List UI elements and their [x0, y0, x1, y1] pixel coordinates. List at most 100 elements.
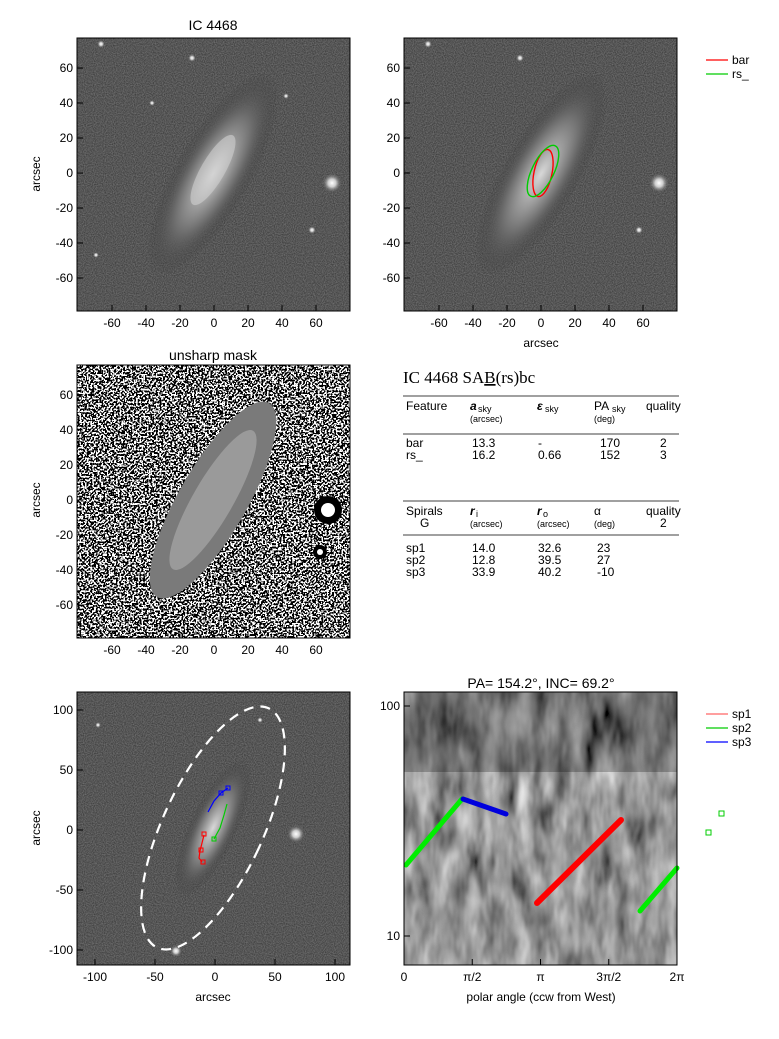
y-tick-label: 20 [60, 458, 74, 472]
panel2-image [404, 38, 677, 311]
x-tick-label: 60 [309, 316, 323, 330]
spiral-ri: 12.8 [472, 553, 496, 567]
spiral-ri: 33.9 [472, 565, 496, 579]
y-tick-label: 0 [66, 493, 73, 507]
spiral-alpha: 23 [597, 541, 611, 555]
x-tick-label: 40 [602, 316, 616, 330]
outer-fit-ellipse [140, 705, 286, 951]
panel2-xticks: -60 -40 -20 0 20 40 60 [430, 305, 650, 330]
table-heading-tail: (rs)bc [496, 368, 536, 387]
feature-name: bar [406, 436, 423, 450]
y-tick-label: -40 [56, 236, 74, 250]
x-tick-label: 40 [275, 643, 289, 657]
x-tick-label: 0 [211, 643, 218, 657]
y-tick-label: 100 [53, 703, 73, 717]
th-spirals: Spirals [406, 504, 443, 518]
y-tick-label: 0 [66, 166, 73, 180]
y-tick-label: -50 [56, 883, 74, 897]
panel1-ylabel: arcsec [29, 156, 43, 191]
y-tick-label: -100 [49, 943, 73, 957]
x-tick-label: -50 [146, 970, 164, 984]
panel6-yticks: 100 10 [380, 699, 410, 943]
legend-label: rs_ [732, 67, 749, 81]
y-tick-label: 0 [66, 823, 73, 837]
spiral-ro: 40.2 [538, 565, 562, 579]
panel5-yticks: 100 50 0 -50 -100 [49, 703, 83, 957]
x-tick-label: 0 [401, 970, 408, 984]
th-feature: Feature [406, 399, 448, 413]
legend-marker [705, 829, 712, 836]
x-tick-label: -40 [137, 316, 155, 330]
sp3-trace [207, 787, 229, 813]
th-spiral-quality: quality [646, 504, 681, 518]
x-tick-label: 60 [309, 643, 323, 657]
x-tick-label: -20 [498, 316, 516, 330]
y-tick-label: 60 [60, 388, 74, 402]
x-tick-label: 50 [268, 970, 282, 984]
feature-name: rs_ [406, 448, 423, 462]
panel5-overlay [140, 705, 286, 951]
x-tick-label: -60 [103, 316, 121, 330]
feature-quality: 3 [660, 448, 667, 462]
y-tick-label: 60 [60, 61, 74, 75]
y-tick-label: 20 [387, 131, 401, 145]
panel2-xlabel: arcsec [523, 336, 558, 350]
spiral-ro: 39.5 [538, 553, 562, 567]
feature-e: 0.66 [538, 448, 562, 462]
x-tick-label: -60 [430, 316, 448, 330]
svg-text:IC 4468 SAB(rs)bc: IC 4468 SAB(rs)bc [403, 368, 536, 387]
panel3-xticks: -60 -40 -20 0 20 40 60 [103, 632, 323, 657]
feature-a: 13.3 [472, 436, 496, 450]
sp2-trace [213, 803, 228, 840]
y-tick-label: 40 [387, 96, 401, 110]
y-tick-label: 20 [60, 131, 74, 145]
x-tick-label: -100 [83, 970, 107, 984]
feature-pa: 152 [600, 448, 620, 462]
x-tick-label: 0 [212, 970, 219, 984]
y-tick-label: -20 [56, 528, 74, 542]
table-heading-b: B [484, 368, 495, 387]
x-tick-label: -40 [464, 316, 482, 330]
y-tick-label: -60 [56, 598, 74, 612]
sp2-fit-line [637, 865, 680, 914]
rs-ellipse [526, 144, 560, 198]
sp1-fit-line [534, 817, 624, 906]
th-spirals-g: G [420, 516, 429, 530]
sp3-marker [218, 790, 224, 796]
th-pa-sub: sky [612, 404, 626, 414]
panel6-title: PA= 154.2°, INC= 69.2° [467, 675, 614, 691]
panel6-xticks: 0 π/2 π 3π/2 2π [401, 959, 685, 984]
legend-label: sp1 [732, 707, 752, 721]
panel5-xlabel: arcsec [195, 990, 230, 1004]
legend-label: sp2 [732, 721, 752, 735]
x-tick-label: 2π [670, 970, 685, 984]
x-tick-label: -40 [137, 643, 155, 657]
y-tick-label: 10 [387, 929, 401, 943]
panel6-xlabel: polar angle (ccw from West) [466, 990, 615, 1004]
th-a-unit: (arcsec) [470, 414, 503, 424]
y-tick-label: 100 [380, 699, 400, 713]
sp2-marker [211, 836, 217, 842]
sp3-marker [225, 785, 231, 791]
y-tick-label: -20 [56, 201, 74, 215]
th-pa: PA [594, 399, 609, 413]
panel2-yticks: 60 40 20 0 -20 -40 -60 [383, 61, 410, 285]
bar-ellipse [532, 148, 554, 198]
th-quality: quality [646, 399, 681, 413]
panel6-spiral-fits [403, 796, 680, 914]
panel5-xticks: -100 -50 0 50 100 [83, 959, 345, 984]
feature-e: - [538, 436, 542, 450]
y-tick-label: 60 [387, 61, 401, 75]
y-tick-label: 0 [393, 166, 400, 180]
th-alpha: α [594, 504, 601, 518]
panel3-yticks: 60 40 20 0 -20 -40 -60 [56, 388, 83, 612]
th-e-sub: sky [545, 404, 559, 414]
sp3-fit-line [460, 796, 509, 817]
th-pa-unit: (deg) [594, 414, 615, 424]
x-tick-label: 20 [568, 316, 582, 330]
panel1-image [77, 38, 350, 311]
th-ri-sub: i [476, 509, 478, 519]
feature-quality: 2 [660, 436, 667, 450]
spiral-alpha: 27 [597, 553, 611, 567]
